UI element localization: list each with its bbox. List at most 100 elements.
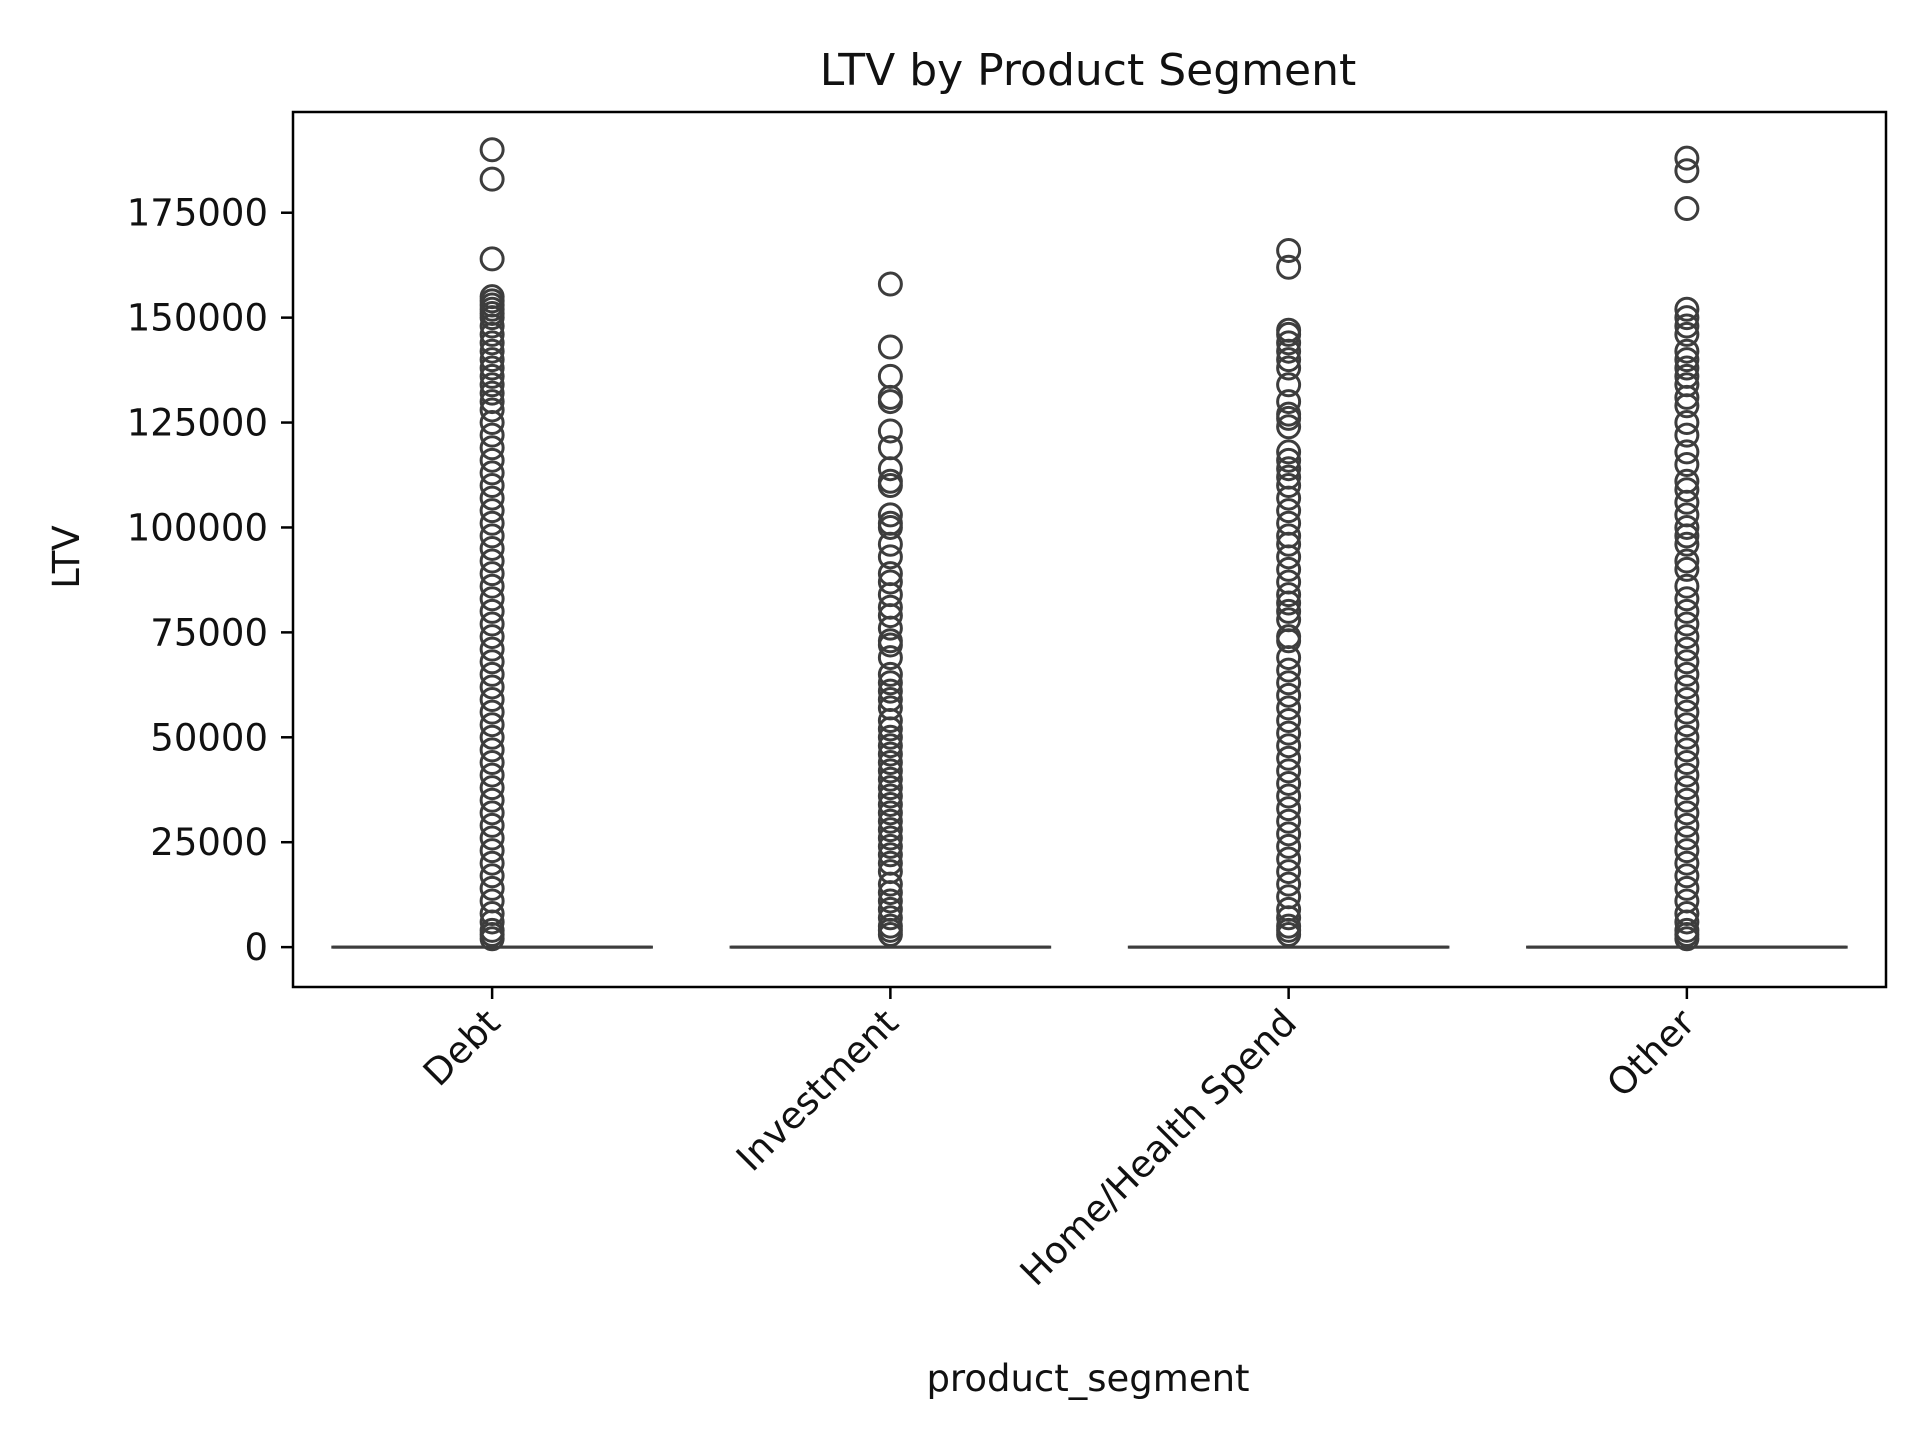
outlier-point <box>1674 347 1700 373</box>
outlier-point <box>1674 850 1700 876</box>
outlier-point <box>1276 821 1302 847</box>
outlier-point <box>877 544 903 570</box>
outlier-point <box>877 645 903 671</box>
outlier-point <box>1674 523 1700 549</box>
outlier-point <box>877 716 903 742</box>
outlier-point <box>479 636 505 662</box>
outlier-point <box>1674 636 1700 662</box>
outlier-point <box>877 758 903 784</box>
outlier-point <box>479 687 505 713</box>
axes-layer: 0 25000 50000 75000 100000 125000 150000 175000… <box>127 110 1888 1294</box>
outlier-point <box>877 603 903 629</box>
outlier-point <box>1674 762 1700 788</box>
outlier-point <box>1674 489 1700 515</box>
outlier-point <box>479 699 505 725</box>
outlier-point <box>1276 708 1302 734</box>
chart-title: LTV by Product Segment <box>820 45 1356 96</box>
outlier-point <box>877 741 903 767</box>
outlier-point <box>1276 720 1302 746</box>
outlier-point <box>877 531 903 557</box>
outlier-point <box>1276 922 1302 948</box>
outlier-point <box>479 909 505 935</box>
outlier-point <box>1276 473 1302 499</box>
outlier-point <box>877 733 903 759</box>
outliers-2 <box>1276 237 1302 948</box>
outlier-point <box>1674 145 1700 171</box>
outlier-point <box>479 649 505 675</box>
outlier-point <box>479 422 505 448</box>
outlier-point <box>1276 733 1302 759</box>
outlier-point <box>1674 775 1700 801</box>
outlier-point <box>1674 699 1700 725</box>
outlier-point <box>877 661 903 687</box>
outlier-point <box>1674 737 1700 763</box>
outlier-point <box>479 598 505 624</box>
outlier-point <box>877 389 903 415</box>
outlier-point <box>479 166 505 192</box>
outlier-point <box>479 762 505 788</box>
outlier-point <box>1674 888 1700 914</box>
outlier-point <box>877 334 903 360</box>
outlier-point <box>479 674 505 700</box>
outlier-point <box>1674 321 1700 347</box>
outlier-point <box>877 456 903 482</box>
outlier-point <box>1276 770 1302 796</box>
y-tick-label: 100000 <box>127 506 268 549</box>
outlier-point <box>1276 569 1302 595</box>
outlier-point <box>1674 875 1700 901</box>
outlier-point <box>1276 745 1302 771</box>
outlier-point <box>1674 439 1700 465</box>
outlier-point <box>877 825 903 851</box>
outlier-point <box>1674 598 1700 624</box>
outlier-point <box>877 791 903 817</box>
x-tick-label: Other <box>1599 1000 1704 1105</box>
outlier-point <box>1674 712 1700 738</box>
outlier-point <box>1674 355 1700 381</box>
y-tick-label: 25000 <box>150 821 268 864</box>
outlier-point <box>479 355 505 381</box>
outlier-point <box>479 305 505 331</box>
outlier-point <box>1674 926 1700 952</box>
outlier-point <box>1674 393 1700 419</box>
outlier-point <box>1276 498 1302 524</box>
outlier-point <box>877 808 903 834</box>
outlier-point <box>479 510 505 536</box>
outlier-point <box>479 850 505 876</box>
outlier-point <box>479 435 505 461</box>
outlier-point <box>877 842 903 868</box>
outlier-point <box>479 485 505 511</box>
outlier-point <box>1674 296 1700 322</box>
y-tick-label: 150000 <box>127 297 268 340</box>
outlier-point <box>1674 384 1700 410</box>
outlier-point <box>479 548 505 574</box>
outlier-point <box>877 418 903 444</box>
outlier-point <box>1276 531 1302 557</box>
outlier-point <box>1674 909 1700 935</box>
outlier-point <box>479 473 505 499</box>
outlier-point <box>1674 838 1700 864</box>
x-tick-label: Investment <box>728 1001 907 1180</box>
outlier-point <box>1674 305 1700 331</box>
outlier-point <box>877 766 903 792</box>
outlier-point <box>479 573 505 599</box>
outlier-point <box>479 712 505 738</box>
outlier-point <box>479 825 505 851</box>
outlier-point <box>479 330 505 356</box>
outlier-point <box>479 737 505 763</box>
y-tick-label: 50000 <box>150 716 268 759</box>
outlier-point <box>1674 313 1700 339</box>
outlier-point <box>1276 590 1302 616</box>
outlier-point <box>1674 724 1700 750</box>
outlier-point <box>1276 859 1302 885</box>
outlier-point <box>479 397 505 423</box>
outlier-point <box>1276 670 1302 696</box>
marks-layer <box>331 137 1848 952</box>
outlier-point <box>1674 410 1700 436</box>
outlier-point <box>479 137 505 163</box>
outlier-point <box>1276 321 1302 347</box>
outlier-point <box>479 812 505 838</box>
outlier-point <box>479 586 505 612</box>
outlier-point <box>479 661 505 687</box>
outlier-point <box>877 502 903 528</box>
outlier-point <box>1276 254 1302 280</box>
